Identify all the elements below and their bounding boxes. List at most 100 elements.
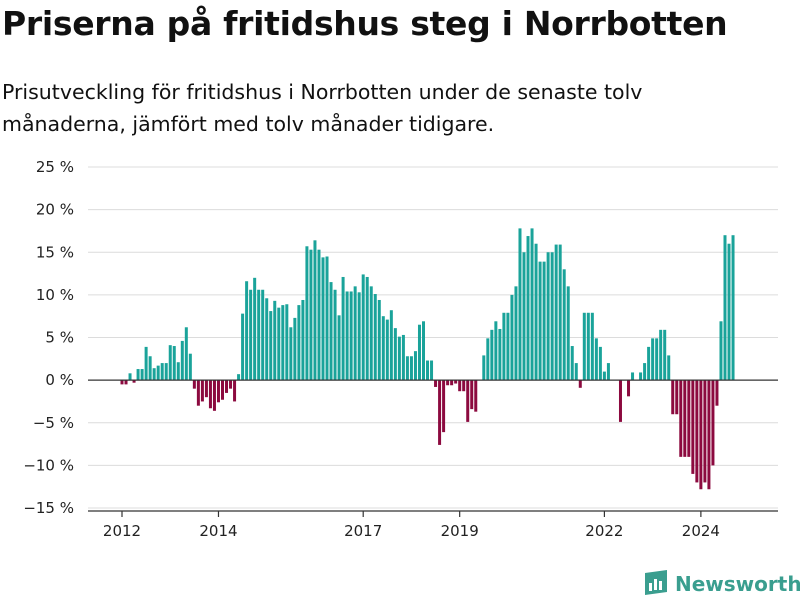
bar <box>675 380 679 415</box>
bar <box>598 346 602 381</box>
bar <box>293 317 297 381</box>
bar <box>345 291 349 381</box>
bar <box>245 281 249 381</box>
bar <box>397 336 401 381</box>
bar <box>353 286 357 381</box>
bar <box>687 380 691 457</box>
bar <box>470 380 474 410</box>
bar <box>329 282 333 381</box>
brand-name: Newsworthy <box>675 572 800 596</box>
bar <box>184 327 188 381</box>
bars <box>120 228 735 490</box>
bar <box>409 356 413 381</box>
bar <box>510 294 514 381</box>
bar <box>695 380 699 483</box>
bar <box>570 346 574 381</box>
bar <box>558 244 562 381</box>
y-tick-label: 25 % <box>36 158 74 176</box>
bar <box>369 286 373 381</box>
bar <box>586 312 590 381</box>
bar <box>132 380 136 383</box>
bar <box>233 380 237 402</box>
bar <box>514 286 518 381</box>
bar <box>417 324 421 381</box>
bar <box>265 298 269 381</box>
bar <box>297 305 301 381</box>
bar <box>413 351 417 381</box>
bar <box>683 380 687 457</box>
x-tick-label: 2024 <box>682 522 720 540</box>
x-tick-label: 2014 <box>199 522 237 540</box>
bar <box>442 380 446 433</box>
bar <box>200 380 204 402</box>
x-tick-label: 2012 <box>103 522 141 540</box>
bar <box>723 235 727 381</box>
newsworthy-logo-icon <box>645 570 667 595</box>
bar <box>582 312 586 381</box>
bar <box>253 277 257 381</box>
y-tick-label: 5 % <box>45 329 74 347</box>
bar <box>426 360 430 381</box>
bar <box>526 236 530 381</box>
x-tick-label: 2019 <box>441 522 479 540</box>
bar <box>349 291 353 381</box>
bar <box>434 380 438 387</box>
bar <box>490 329 494 381</box>
page-title: Priserna på fritidshus steg i Norrbotten <box>2 4 728 43</box>
bar <box>188 353 192 381</box>
bar <box>405 356 409 381</box>
bar <box>590 312 594 381</box>
bar <box>554 244 558 381</box>
bar <box>208 380 212 409</box>
bar <box>389 310 393 381</box>
bar <box>144 346 148 381</box>
bar <box>518 228 522 381</box>
bar <box>168 345 172 381</box>
bar <box>216 380 220 403</box>
bar <box>192 380 196 389</box>
y-tick-label: −15 % <box>23 499 74 517</box>
bar <box>281 305 285 381</box>
bar <box>438 380 442 445</box>
bar <box>305 246 309 381</box>
bar <box>164 363 168 381</box>
bar <box>538 261 542 381</box>
bar <box>530 228 534 381</box>
bar <box>667 355 671 381</box>
bar <box>542 261 546 381</box>
x-axis-labels: 2012 2014 2017 2019 2022 2024 <box>103 511 720 540</box>
bar <box>422 321 425 381</box>
grid-lines <box>88 166 778 509</box>
bar <box>719 321 723 381</box>
bar <box>257 289 261 381</box>
bar <box>261 289 265 381</box>
bar <box>446 380 450 386</box>
bar <box>152 368 156 381</box>
bar <box>430 360 434 381</box>
bar <box>249 289 253 381</box>
y-tick-label: −10 % <box>23 456 74 474</box>
bar <box>196 380 200 406</box>
bar <box>486 338 490 381</box>
y-tick-label: 15 % <box>36 243 74 261</box>
bar <box>546 252 550 381</box>
bar <box>180 340 184 381</box>
bar <box>273 300 277 381</box>
y-tick-label: 0 % <box>45 371 74 389</box>
y-axis-labels: 25 % 20 % 15 % 10 % 5 % 0 % −5 % −10 % −15 % <box>23 158 74 517</box>
bar <box>578 380 582 388</box>
bar <box>321 257 325 381</box>
bar <box>450 380 454 386</box>
bar <box>655 338 659 381</box>
bar <box>631 372 635 381</box>
bar <box>651 338 655 381</box>
bar <box>285 304 289 381</box>
bar <box>172 346 176 381</box>
bar <box>381 316 385 381</box>
bar <box>325 256 329 381</box>
bar <box>341 276 345 381</box>
bar <box>365 276 369 381</box>
bar <box>506 312 510 381</box>
bar <box>618 380 622 422</box>
bar <box>707 380 711 490</box>
